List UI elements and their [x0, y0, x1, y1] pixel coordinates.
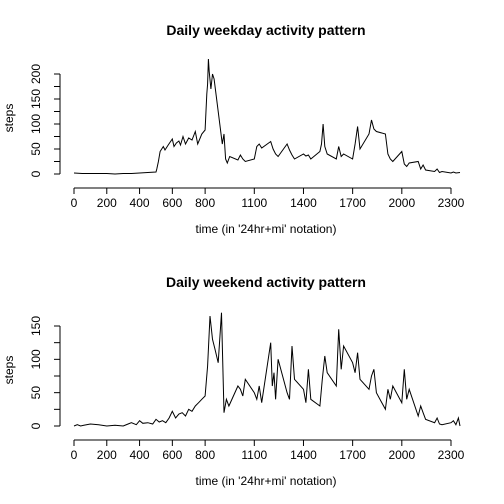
- y-tick-label: 0: [29, 170, 43, 177]
- y-axis-label: steps: [2, 356, 16, 385]
- y-tick-label: 200: [29, 64, 43, 84]
- y-tick-label: 100: [29, 349, 43, 369]
- plot-area: 0 200 400 600 800 1100 1400 1700 2000 2300 0 50 100 1…: [29, 312, 465, 462]
- y-tick-label: 150: [29, 316, 43, 336]
- x-tick-label: 0: [71, 196, 78, 210]
- weekday-chart: Daily weekday activity pattern time (in …: [2, 22, 465, 236]
- x-tick-label: 1700: [339, 448, 366, 462]
- y-tick-label: 150: [29, 89, 43, 109]
- x-tick-label: 200: [97, 196, 117, 210]
- x-axis-label: time (in '24hr+mi' notation): [196, 474, 337, 488]
- x-tick-label: 2300: [438, 196, 465, 210]
- x-tick-label: 400: [130, 196, 150, 210]
- weekend-chart: Daily weekend activity pattern time (in …: [2, 274, 465, 488]
- x-tick-label: 1100: [241, 196, 267, 210]
- x-tick-label: 800: [195, 196, 215, 210]
- x-tick-label: 400: [130, 448, 150, 462]
- y-axis-label: steps: [2, 104, 16, 133]
- x-tick-label: 600: [162, 196, 182, 210]
- x-tick-label: 1100: [241, 448, 267, 462]
- x-axis-label: time (in '24hr+mi' notation): [196, 222, 337, 236]
- x-tick-label: 1400: [290, 448, 317, 462]
- x-tick-label: 800: [195, 448, 215, 462]
- plot-area: 0 200 400 600 800 1100 1400 1700 2000 2300 0 50 100 1…: [29, 58, 465, 210]
- x-tick-label: 1400: [290, 196, 317, 210]
- chart-title: Daily weekend activity pattern: [166, 274, 366, 290]
- x-tick-label: 0: [71, 448, 78, 462]
- x-tick-label: 600: [162, 448, 182, 462]
- x-tick-label: 200: [97, 448, 117, 462]
- x-tick-label: 1700: [339, 196, 366, 210]
- series-line: [73, 58, 461, 175]
- y-tick-label: 100: [29, 114, 43, 134]
- y-tick-label: 50: [29, 386, 43, 400]
- x-tick-label: 2000: [388, 448, 415, 462]
- x-tick-label: 2000: [388, 196, 415, 210]
- chart-title: Daily weekday activity pattern: [166, 22, 365, 38]
- x-tick-label: 2300: [438, 448, 465, 462]
- y-tick-label: 0: [29, 422, 43, 429]
- y-tick-label: 50: [29, 142, 43, 156]
- series-line: [73, 312, 461, 427]
